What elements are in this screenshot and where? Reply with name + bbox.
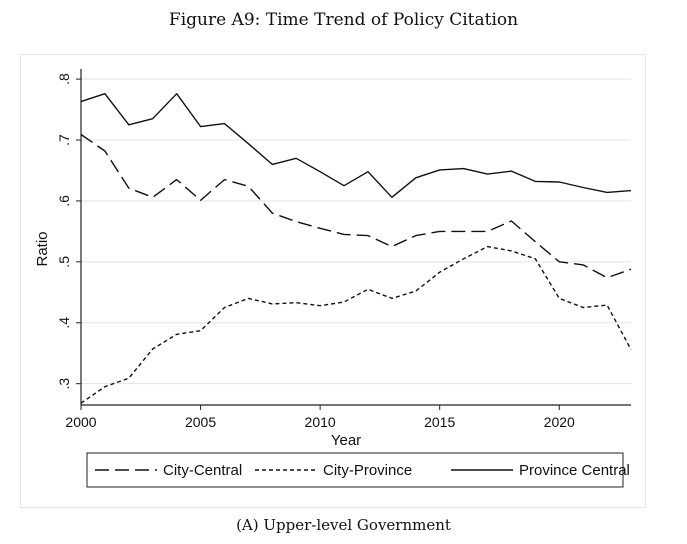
x-tick-label: 2015 <box>424 414 455 430</box>
series-line-province-central <box>80 93 632 199</box>
legend: City-Central City-Province Province Centra… <box>86 452 630 488</box>
y-tick-label: .7 <box>56 134 72 146</box>
legend-label-city-province: City-Province <box>323 462 412 479</box>
series-line-city-central <box>80 133 632 279</box>
y-tick-label: .3 <box>56 378 72 390</box>
legend-label-province-central: Province Central <box>519 462 630 479</box>
axes <box>76 69 631 410</box>
x-axis-title: Year <box>331 432 361 449</box>
legend-box <box>86 452 624 488</box>
y-tick-label: .5 <box>56 256 72 268</box>
x-tick-label: 2005 <box>185 414 216 430</box>
y-tick-label: .4 <box>56 317 72 329</box>
series-line-city-province <box>80 245 632 404</box>
series-lines <box>80 93 632 404</box>
line-chart: .3 .4 .5 .6 .7 .8 2000 2005 2010 2015 2020 Year Ra… <box>34 69 632 488</box>
y-tick-label: .6 <box>56 195 72 207</box>
x-tick-label: 2010 <box>305 414 336 430</box>
figure-title: Figure A9: Time Trend of Policy Citation <box>168 10 519 30</box>
x-tick-label: 2020 <box>544 414 575 430</box>
gridlines <box>81 78 631 385</box>
y-axis-title: Ratio <box>34 231 51 266</box>
x-tick-label: 2000 <box>65 414 96 430</box>
chart-panel: .3 .4 .5 .6 .7 .8 2000 2005 2010 2015 2020 Year Ra… <box>20 54 646 508</box>
legend-label-city-central: City-Central <box>163 462 242 479</box>
y-tick-label: .8 <box>56 73 72 85</box>
figure-caption: (A) Upper-level Government <box>236 516 451 534</box>
tick-labels: .3 .4 .5 .6 .7 .8 2000 2005 2010 2015 2020 <box>56 73 575 430</box>
